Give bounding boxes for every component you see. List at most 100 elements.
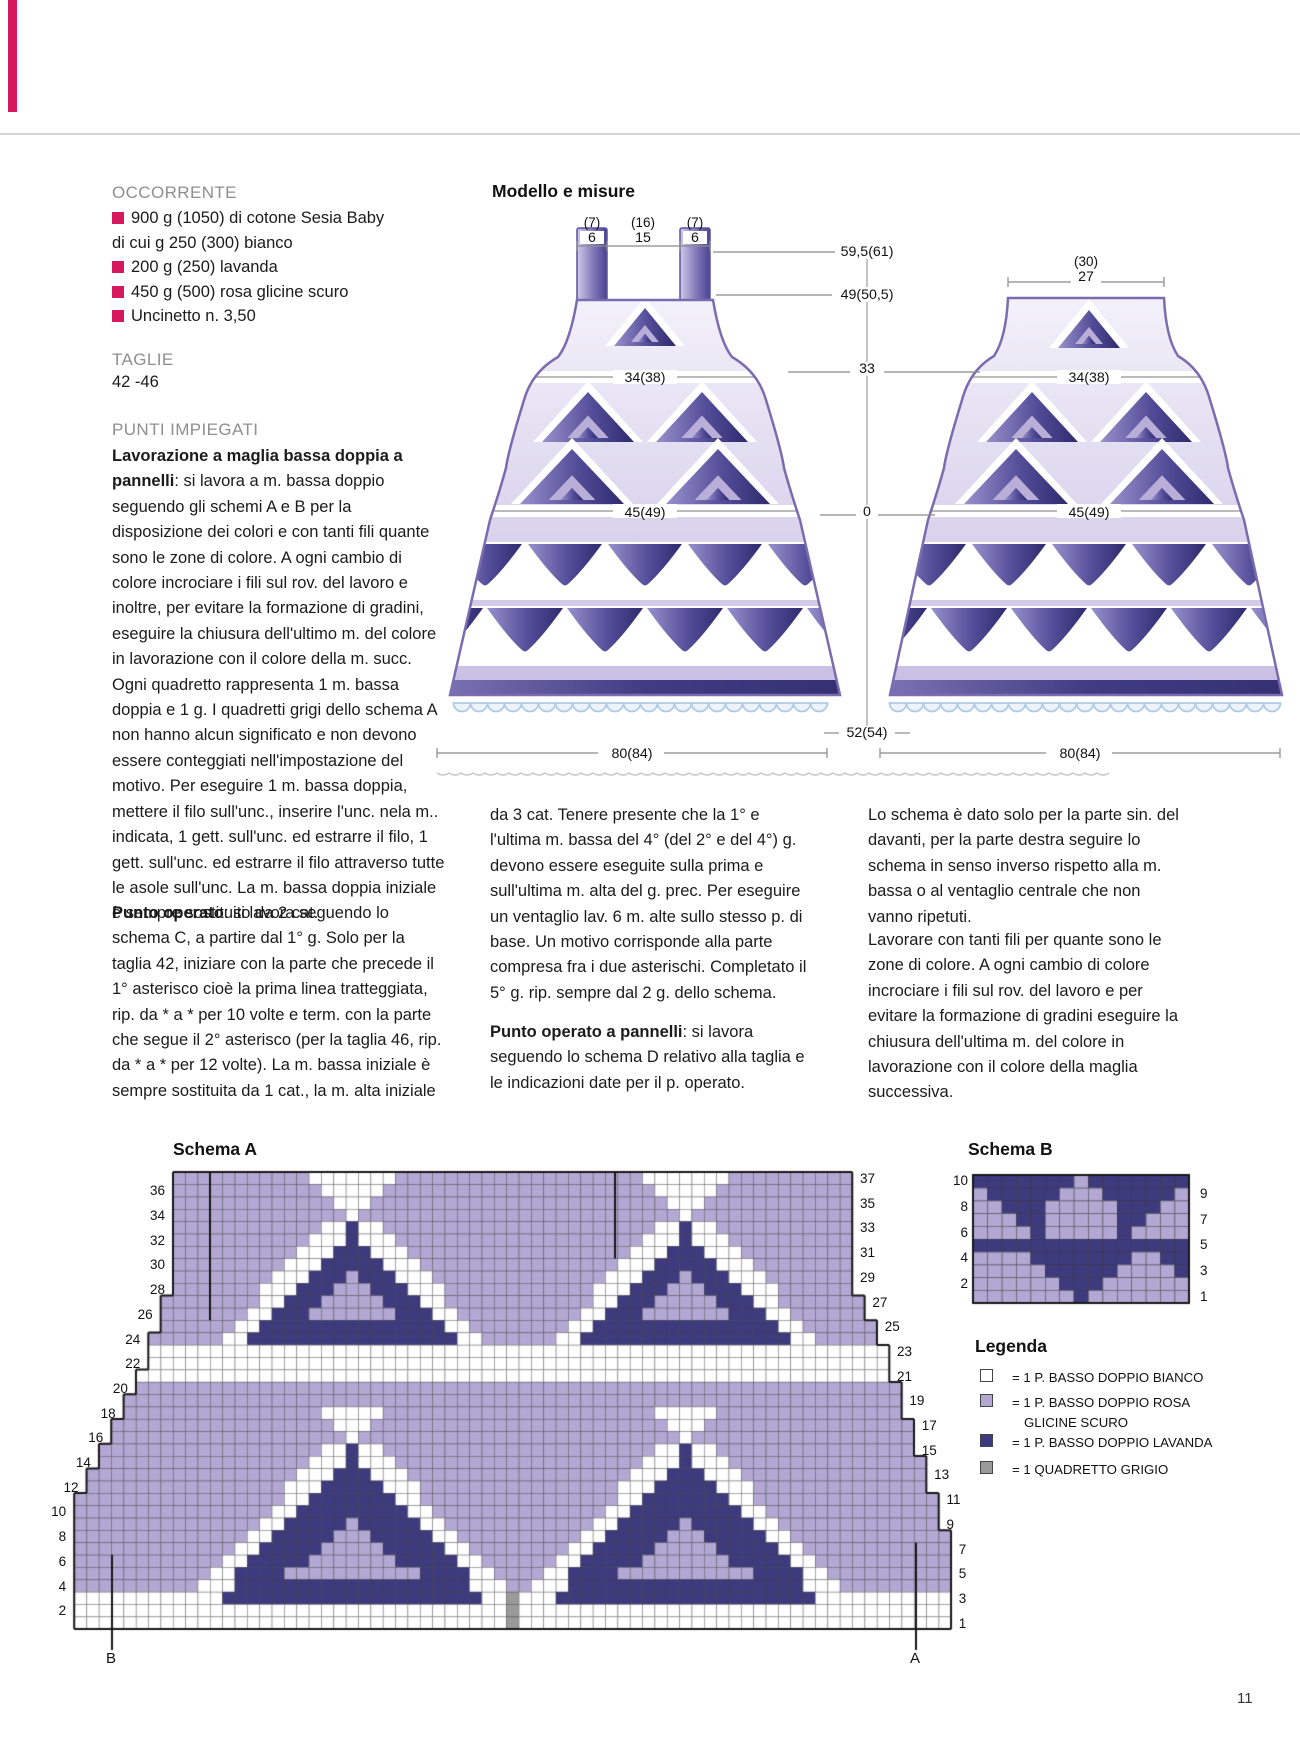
legend-item: = 1 QUADRETTO GRIGIO	[1012, 1462, 1169, 1477]
dim-label: 15	[635, 230, 651, 246]
hip-label: 45(49)	[624, 505, 665, 521]
dim-label: (7)	[687, 215, 704, 230]
row-number: 3	[958, 1590, 967, 1606]
row-number: 31	[860, 1245, 876, 1261]
schema-a-grid	[40, 1168, 985, 1670]
dimension-labels: (7) (16) (7) 6 15 6 59,5(61) 49(50,5) 33…	[584, 215, 1110, 762]
dim-label: 33	[859, 361, 875, 377]
row-number: 8	[960, 1199, 968, 1214]
dim-label: 6	[691, 230, 699, 246]
stitches-paragraph-2: Punto operato: si lavora seguendo lo sch…	[112, 904, 442, 1100]
hem-label: 80(84)	[1059, 746, 1100, 762]
marker-a-label: A	[910, 1650, 921, 1667]
column2-paragraph-2: Punto operato a pannelli: si lavora segu…	[490, 1023, 805, 1092]
legend-item: = 1 P. BASSO DOPPIO ROSA	[1012, 1395, 1191, 1410]
accent-bar	[8, 0, 17, 112]
row-number: 3	[1200, 1263, 1208, 1278]
schema-a-title: Schema A	[173, 1139, 257, 1159]
bullet-square-icon	[112, 310, 124, 323]
materials-heading: OCCORRENTE	[112, 183, 237, 202]
legend-item-line2: GLICINE SCURO	[1024, 1415, 1129, 1430]
row-number: 15	[921, 1442, 937, 1458]
row-number: 9	[946, 1516, 954, 1532]
hip-label: 45(49)	[1068, 505, 1109, 521]
row-number: 34	[149, 1208, 165, 1224]
row-number: 25	[884, 1319, 900, 1335]
materials-list: 900 g (1050) di cotone Sesia Baby di cui…	[112, 206, 452, 329]
page-number: 11	[1237, 1690, 1253, 1707]
stitches-paragraph-1: Lavorazione a maglia bassa doppia a pann…	[112, 447, 445, 923]
row-number: 11	[946, 1492, 961, 1508]
row-number: 7	[1200, 1211, 1208, 1227]
row-number: 17	[921, 1418, 937, 1433]
dim-label: 49(50,5)	[841, 287, 894, 303]
row-number: 20	[112, 1380, 128, 1396]
row-number: 22	[125, 1356, 141, 1372]
row-number: 5	[1200, 1237, 1208, 1253]
row-number: 33	[860, 1220, 876, 1236]
row-number: 2	[960, 1275, 968, 1291]
row-number: 26	[137, 1306, 153, 1322]
bullet-square-icon	[112, 212, 124, 224]
legend-swatch-rosa	[980, 1394, 993, 1407]
row-number: 21	[897, 1368, 913, 1384]
row-number: 32	[149, 1232, 165, 1248]
legend-heading: Legenda	[975, 1336, 1047, 1356]
dim-label: (16)	[631, 215, 655, 230]
row-number: 1	[1200, 1288, 1208, 1304]
row-number: 6	[58, 1553, 67, 1569]
column3-paragraph-1: Lo schema è dato solo per la parte sin. …	[868, 806, 1179, 926]
row-number: 12	[63, 1479, 79, 1495]
bullet-square-icon	[112, 285, 124, 298]
schema-b-grid	[940, 1168, 1230, 1318]
row-number: 10	[51, 1504, 67, 1520]
row-number: 37	[860, 1171, 876, 1186]
sizes-heading: TAGLIE	[112, 350, 174, 369]
row-number: 35	[860, 1195, 876, 1211]
dimension-lines	[436, 231, 1281, 776]
row-number: 28	[149, 1282, 165, 1298]
marker-b-label: B	[106, 1650, 117, 1667]
dim-label: 59,5(61)	[841, 244, 894, 260]
bullet-square-icon	[112, 261, 124, 274]
material-item: 900 g (1050) di cotone Sesia Baby	[112, 206, 452, 231]
paragraph-lead: Punto operato a pannelli	[490, 1023, 683, 1041]
measurement-diagram: (7) (16) (7) 6 15 6 59,5(61) 49(50,5) 33…	[436, 215, 1284, 776]
row-number: 10	[952, 1173, 968, 1189]
row-number: 13	[934, 1467, 950, 1483]
hem-label: 80(84)	[611, 746, 652, 762]
row-number: 14	[75, 1455, 91, 1471]
row-number: 16	[88, 1430, 104, 1446]
material-item: 200 g (250) lavanda	[112, 255, 452, 280]
column2-paragraph-1: da 3 cat. Tenere presente che la 1° e l'…	[490, 806, 807, 1002]
material-item: di cui g 250 (300) bianco	[112, 233, 293, 252]
schema-b-title: Schema B	[968, 1139, 1053, 1159]
row-number: 6	[960, 1224, 968, 1240]
row-number: 5	[958, 1566, 967, 1582]
row-number: 24	[125, 1331, 141, 1347]
chest-label: 34(38)	[624, 370, 665, 386]
dress-shapes	[448, 227, 1284, 713]
material-item: 450 g (500) rosa glicine scuro	[112, 280, 452, 305]
row-number: 9	[1200, 1186, 1208, 1202]
row-number: 1	[958, 1615, 967, 1631]
row-number: 36	[149, 1183, 165, 1199]
dim-label: (7)	[584, 215, 601, 230]
column3-paragraph-2: Lavorare con tanti fili per quante sono …	[868, 931, 1179, 1102]
paragraph-lead: Lavorazione a maglia bassa doppia a pann…	[112, 447, 403, 491]
header-rule	[0, 133, 1300, 135]
row-number: 2	[58, 1603, 67, 1619]
stitches-heading: PUNTI IMPIEGATI	[112, 420, 259, 439]
row-number: 27	[872, 1294, 888, 1310]
row-number: 7	[958, 1541, 967, 1557]
paragraph-lead: Punto operato	[112, 904, 224, 922]
row-number: 19	[909, 1393, 925, 1409]
row-number: 23	[897, 1343, 913, 1359]
legend-item: = 1 P. BASSO DOPPIO BIANCO	[1012, 1370, 1204, 1385]
row-number: 18	[100, 1405, 116, 1421]
row-number: 4	[960, 1250, 968, 1266]
sizes-value: 42 -46	[112, 373, 159, 391]
material-item: Uncinetto n. 3,50	[112, 304, 452, 329]
dim-label: 27	[1078, 269, 1094, 285]
